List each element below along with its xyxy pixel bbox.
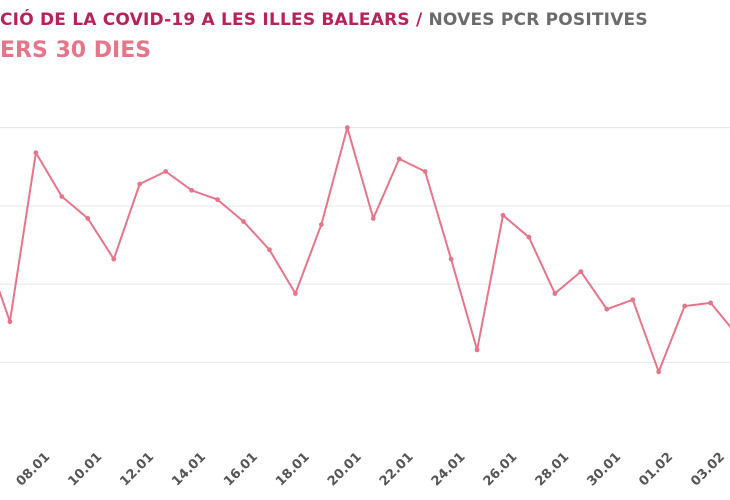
x-tick-label: 10.01 (65, 450, 105, 490)
data-point-28 (708, 300, 713, 306)
data-point-4 (85, 216, 91, 221)
data-point-21 (526, 234, 532, 240)
x-tick-label: 20.01 (325, 450, 365, 490)
data-point-22 (552, 291, 558, 296)
data-point-7 (163, 169, 169, 174)
data-point-14 (344, 125, 350, 131)
data-point-6 (137, 181, 143, 187)
data-point-12 (293, 291, 298, 296)
x-tick-label: 26.01 (481, 450, 521, 490)
data-point-25 (630, 297, 636, 303)
chart-title: CIÓ DE LA COVID-19 A LES ILLES BALEARS /… (0, 10, 648, 30)
series-line (0, 126, 730, 373)
chart-title-suffix: NOVES PCR POSITIVES (428, 10, 648, 30)
x-tick-label: 08.01 (14, 450, 54, 490)
data-point-10 (241, 219, 246, 224)
x-tick-label: 03.02 (688, 450, 728, 490)
chart-subtitle: ERS 30 DIES (0, 38, 152, 63)
x-tick-label: 16.01 (221, 450, 261, 490)
x-tick-label: 24.01 (429, 450, 469, 490)
data-point-1 (7, 319, 13, 325)
x-tick-label: 01.02 (636, 450, 676, 490)
x-tick-label: 22.01 (377, 450, 417, 490)
chart-title-separator: / (409, 10, 429, 30)
data-point-26 (656, 369, 662, 375)
data-point-13 (318, 222, 324, 228)
data-point-9 (215, 197, 220, 203)
data-point-16 (396, 156, 402, 162)
data-point-5 (111, 256, 117, 262)
data-point-24 (604, 306, 610, 312)
data-point-23 (578, 269, 584, 275)
data-point-18 (448, 256, 454, 262)
x-tick-label: 30.01 (584, 450, 624, 490)
data-point-17 (422, 169, 428, 174)
x-tick-label: 14.01 (169, 450, 209, 490)
data-point-19 (474, 347, 480, 353)
x-tick-label: 18.01 (273, 450, 313, 490)
x-tick-label: 28.01 (533, 450, 573, 490)
x-tick-label: 12.01 (117, 450, 157, 490)
data-point-11 (267, 247, 272, 253)
data-point-8 (189, 187, 195, 193)
data-point-15 (370, 216, 376, 221)
data-point-3 (59, 194, 65, 199)
data-point-20 (500, 212, 506, 218)
data-point-2 (33, 150, 39, 156)
chart-title-main: CIÓ DE LA COVID-19 A LES ILLES BALEARS (0, 10, 410, 30)
data-point-27 (682, 303, 688, 309)
